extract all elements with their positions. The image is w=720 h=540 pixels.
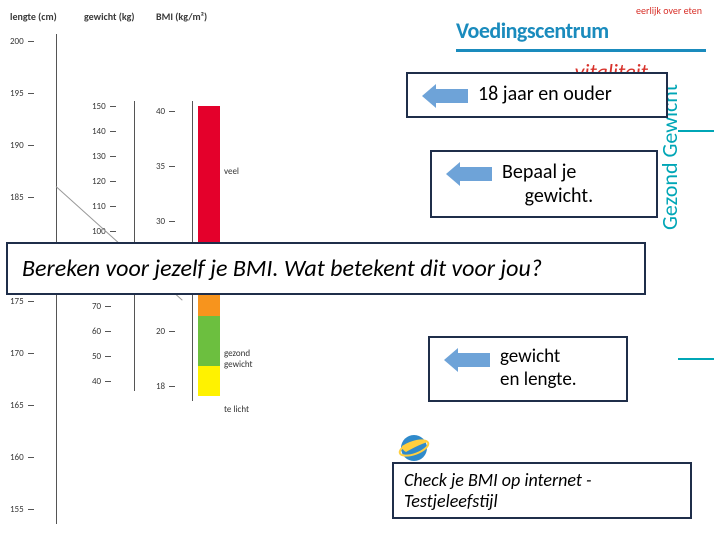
axis-label-gewicht: gewicht (kg) — [84, 10, 134, 23]
tick-lengte: 185 — [10, 192, 56, 203]
bmi-zone-licht: te licht — [224, 404, 249, 415]
logo-name: Voedingscentrum — [456, 17, 706, 44]
bmi-zone-gezond2: gewicht — [224, 359, 253, 370]
internet-explorer-icon — [398, 432, 430, 464]
tick-gewicht: 70 — [92, 301, 134, 312]
internet-check-link[interactable]: Check je BMI op internet - Testjeleefsti… — [392, 462, 692, 519]
tick-lengte: 170 — [10, 348, 56, 359]
tick-gewicht: 130 — [92, 151, 134, 162]
side-label-box — [678, 130, 714, 360]
bmi-zone-veel: veel — [224, 166, 239, 177]
tick-lengte: 175 — [10, 296, 56, 307]
tick-bmi: 35 — [156, 161, 192, 172]
tick-gewicht: 40 — [92, 376, 134, 387]
tick-bmi: 18 — [156, 381, 192, 392]
tick-gewicht: 50 — [92, 351, 134, 362]
bmi-color-zone — [198, 316, 220, 366]
tick-gewicht: 110 — [92, 201, 134, 212]
callout-age-text: 18 jaar en ouder — [478, 82, 612, 106]
arrow-left-icon — [446, 162, 492, 186]
tick-lengte: 160 — [10, 452, 56, 463]
logo-tagline: eerlijk over eten — [456, 4, 706, 17]
tick-gewicht: 120 — [92, 176, 134, 187]
callout-result-text: gewicht en lengte. — [500, 346, 577, 392]
overlay-question: Bereken voor jezelf je BMI. Wat betekent… — [6, 242, 646, 295]
tick-gewicht: 150 — [92, 101, 134, 112]
tick-bmi: 40 — [156, 106, 192, 117]
axis-label-bmi: BMI (kg/m²) — [156, 10, 207, 23]
callout-weight: Bepaal je gewicht. — [430, 150, 658, 218]
tick-gewicht: 60 — [92, 326, 134, 337]
tick-bmi: 30 — [156, 216, 192, 227]
arrow-left-icon — [444, 348, 490, 372]
callout-weight-text: Bepaal je gewicht. — [502, 160, 593, 208]
tick-lengte: 195 — [10, 88, 56, 99]
internet-check-text: Check je BMI op internet - Testjeleefsti… — [404, 469, 592, 512]
brand-logo: eerlijk over eten Voedingscentrum — [456, 4, 706, 52]
callout-result: gewicht en lengte. — [428, 336, 628, 402]
arrow-left-icon — [422, 84, 468, 108]
tick-gewicht: 140 — [92, 126, 134, 137]
bmi-color-zone — [198, 366, 220, 396]
axis-label-lengte: lengte (cm) — [10, 10, 57, 23]
tick-lengte: 165 — [10, 400, 56, 411]
tick-lengte: 200 — [10, 36, 56, 47]
callout-age: 18 jaar en ouder — [406, 72, 668, 118]
tick-lengte: 190 — [10, 140, 56, 151]
tick-gewicht: 100 — [92, 226, 134, 237]
tick-lengte: 155 — [10, 504, 56, 515]
bmi-zone-gezond1: gezond — [224, 348, 250, 359]
tick-bmi: 20 — [156, 326, 192, 337]
